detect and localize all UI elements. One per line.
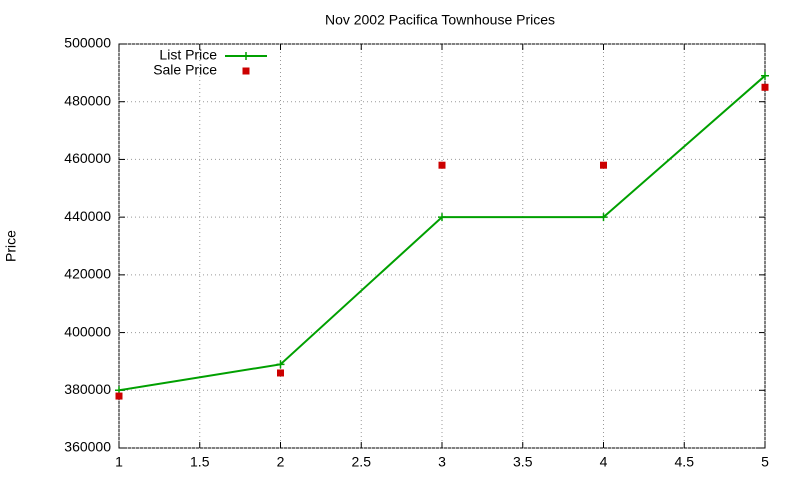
x-tick-label: 3.5 <box>513 454 533 470</box>
series-line <box>118 74 766 392</box>
point-marker <box>761 83 769 91</box>
legend-label: Sale Price <box>153 62 217 78</box>
chart-title: Nov 2002 Pacifica Townhouse Prices <box>325 12 555 28</box>
legend-marker <box>242 52 250 60</box>
legend-label: List Price <box>159 47 217 63</box>
y-tick-label: 380000 <box>64 381 111 397</box>
point-marker <box>276 360 285 369</box>
legend-marker <box>242 67 250 75</box>
point-marker <box>115 392 123 400</box>
point-marker <box>438 161 446 169</box>
point-marker <box>761 71 769 80</box>
y-tick-label: 420000 <box>64 266 111 282</box>
y-tick-label: 440000 <box>64 208 111 224</box>
y-axis-label: Price <box>3 230 19 262</box>
x-tick-label: 2.5 <box>352 454 372 470</box>
x-tick-label: 2 <box>277 454 285 470</box>
y-tick-label: 480000 <box>64 92 111 108</box>
x-tick-label: 1.5 <box>190 454 210 470</box>
x-tick-label: 4 <box>600 454 608 470</box>
x-tick-label: 3 <box>438 454 446 470</box>
point-marker <box>600 161 607 169</box>
y-tick-label: 500000 <box>64 35 111 51</box>
point-marker <box>438 213 446 222</box>
point-marker <box>599 213 608 222</box>
y-tick-label: 460000 <box>64 150 111 166</box>
x-tick-label: 4.5 <box>675 454 695 470</box>
point-marker <box>277 369 284 377</box>
y-tick-label: 400000 <box>64 323 111 339</box>
x-tick-label: 1 <box>115 454 123 470</box>
x-tick-label: 5 <box>761 454 769 470</box>
y-tick-label: 360000 <box>64 439 111 455</box>
